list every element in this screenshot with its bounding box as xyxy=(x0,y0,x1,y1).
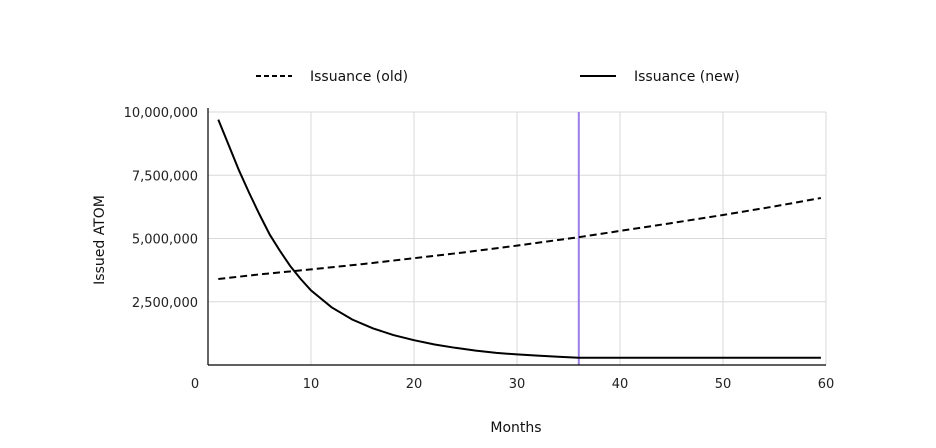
legend: Issuance (old) Issuance (new) xyxy=(256,69,740,85)
series-line-new xyxy=(217,119,821,359)
tick-labels: 0 10 20 30 40 50 60 2,500,000 5,000,000 7,500,000… xyxy=(124,106,835,392)
x-tick-label: 30 xyxy=(509,377,526,392)
axes xyxy=(207,108,826,366)
x-tick-label: 20 xyxy=(406,377,423,392)
y-axis-title: Issued ATOM xyxy=(92,195,108,285)
x-tick-label: 60 xyxy=(818,377,835,392)
x-tick-label: 40 xyxy=(612,377,629,392)
x-tick-label: 0 xyxy=(191,377,199,392)
series-line-old xyxy=(218,197,822,280)
legend-label-new: Issuance (new) xyxy=(634,69,740,85)
series-layer xyxy=(217,119,822,359)
grid xyxy=(208,111,827,365)
x-tick-label: 10 xyxy=(303,377,320,392)
legend-label-old: Issuance (old) xyxy=(310,69,408,85)
y-tick-label: 2,500,000 xyxy=(132,296,198,311)
x-tick-label: 50 xyxy=(715,377,732,392)
y-tick-label: 5,000,000 xyxy=(132,233,198,248)
x-axis-title: Months xyxy=(490,420,541,436)
y-tick-label: 7,500,000 xyxy=(132,169,198,184)
y-tick-label: 10,000,000 xyxy=(124,106,198,121)
